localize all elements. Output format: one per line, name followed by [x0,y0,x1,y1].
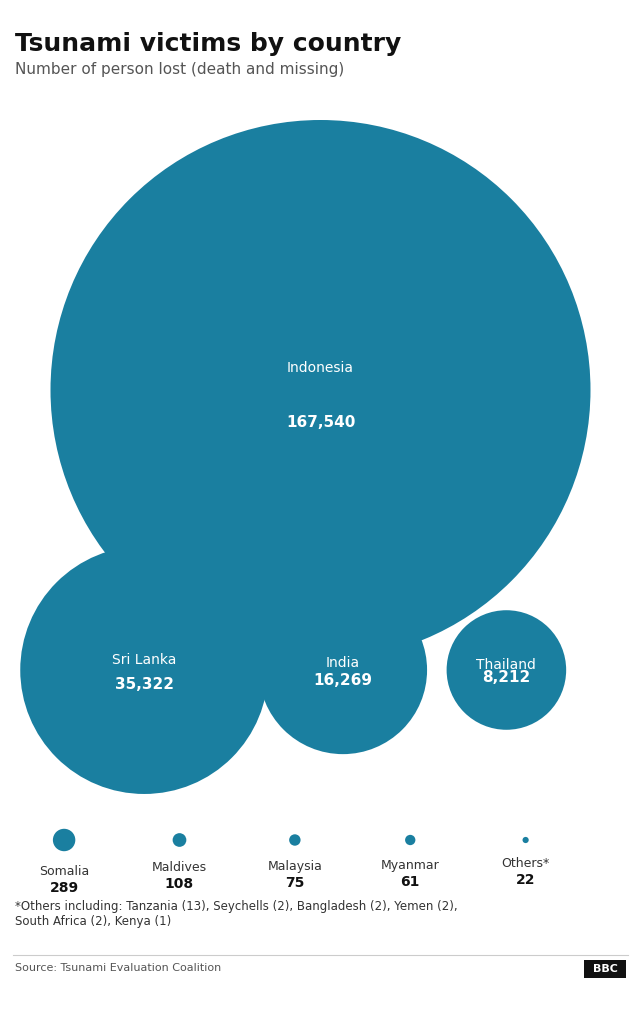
FancyBboxPatch shape [584,960,626,978]
Text: Malaysia: Malaysia [267,860,322,873]
Circle shape [21,546,268,794]
Text: 108: 108 [165,877,194,891]
Text: *Others including: Tanzania (13), Seychells (2), Bangladesh (2), Yemen (2),
Sout: *Others including: Tanzania (13), Seyche… [15,900,458,928]
Text: Maldives: Maldives [152,861,207,874]
Text: Sri Lanka: Sri Lanka [112,653,176,667]
Circle shape [259,586,427,754]
Circle shape [289,834,301,845]
Text: Somalia: Somalia [39,866,89,879]
Text: 16,269: 16,269 [313,673,372,688]
Text: 61: 61 [401,875,420,889]
Circle shape [522,837,529,843]
Circle shape [53,829,75,851]
Text: 22: 22 [516,873,535,887]
Circle shape [172,833,187,846]
Text: Number of person lost (death and missing): Number of person lost (death and missing… [15,62,344,77]
Text: Tsunami victims by country: Tsunami victims by country [15,32,401,56]
Circle shape [51,120,590,660]
Text: BBC: BBC [592,964,617,974]
Text: 75: 75 [285,876,304,890]
Text: Indonesia: Indonesia [287,362,354,376]
Text: 289: 289 [49,881,79,895]
Text: 167,540: 167,540 [286,415,355,430]
Text: India: India [326,656,360,671]
Text: Source: Tsunami Evaluation Coalition: Source: Tsunami Evaluation Coalition [15,963,221,973]
Circle shape [447,610,566,730]
Circle shape [405,835,415,845]
Text: Myanmar: Myanmar [381,860,440,873]
Text: Others*: Others* [501,857,550,870]
Text: Thailand: Thailand [476,659,537,673]
Text: 35,322: 35,322 [115,678,174,693]
Text: 8,212: 8,212 [482,670,531,685]
